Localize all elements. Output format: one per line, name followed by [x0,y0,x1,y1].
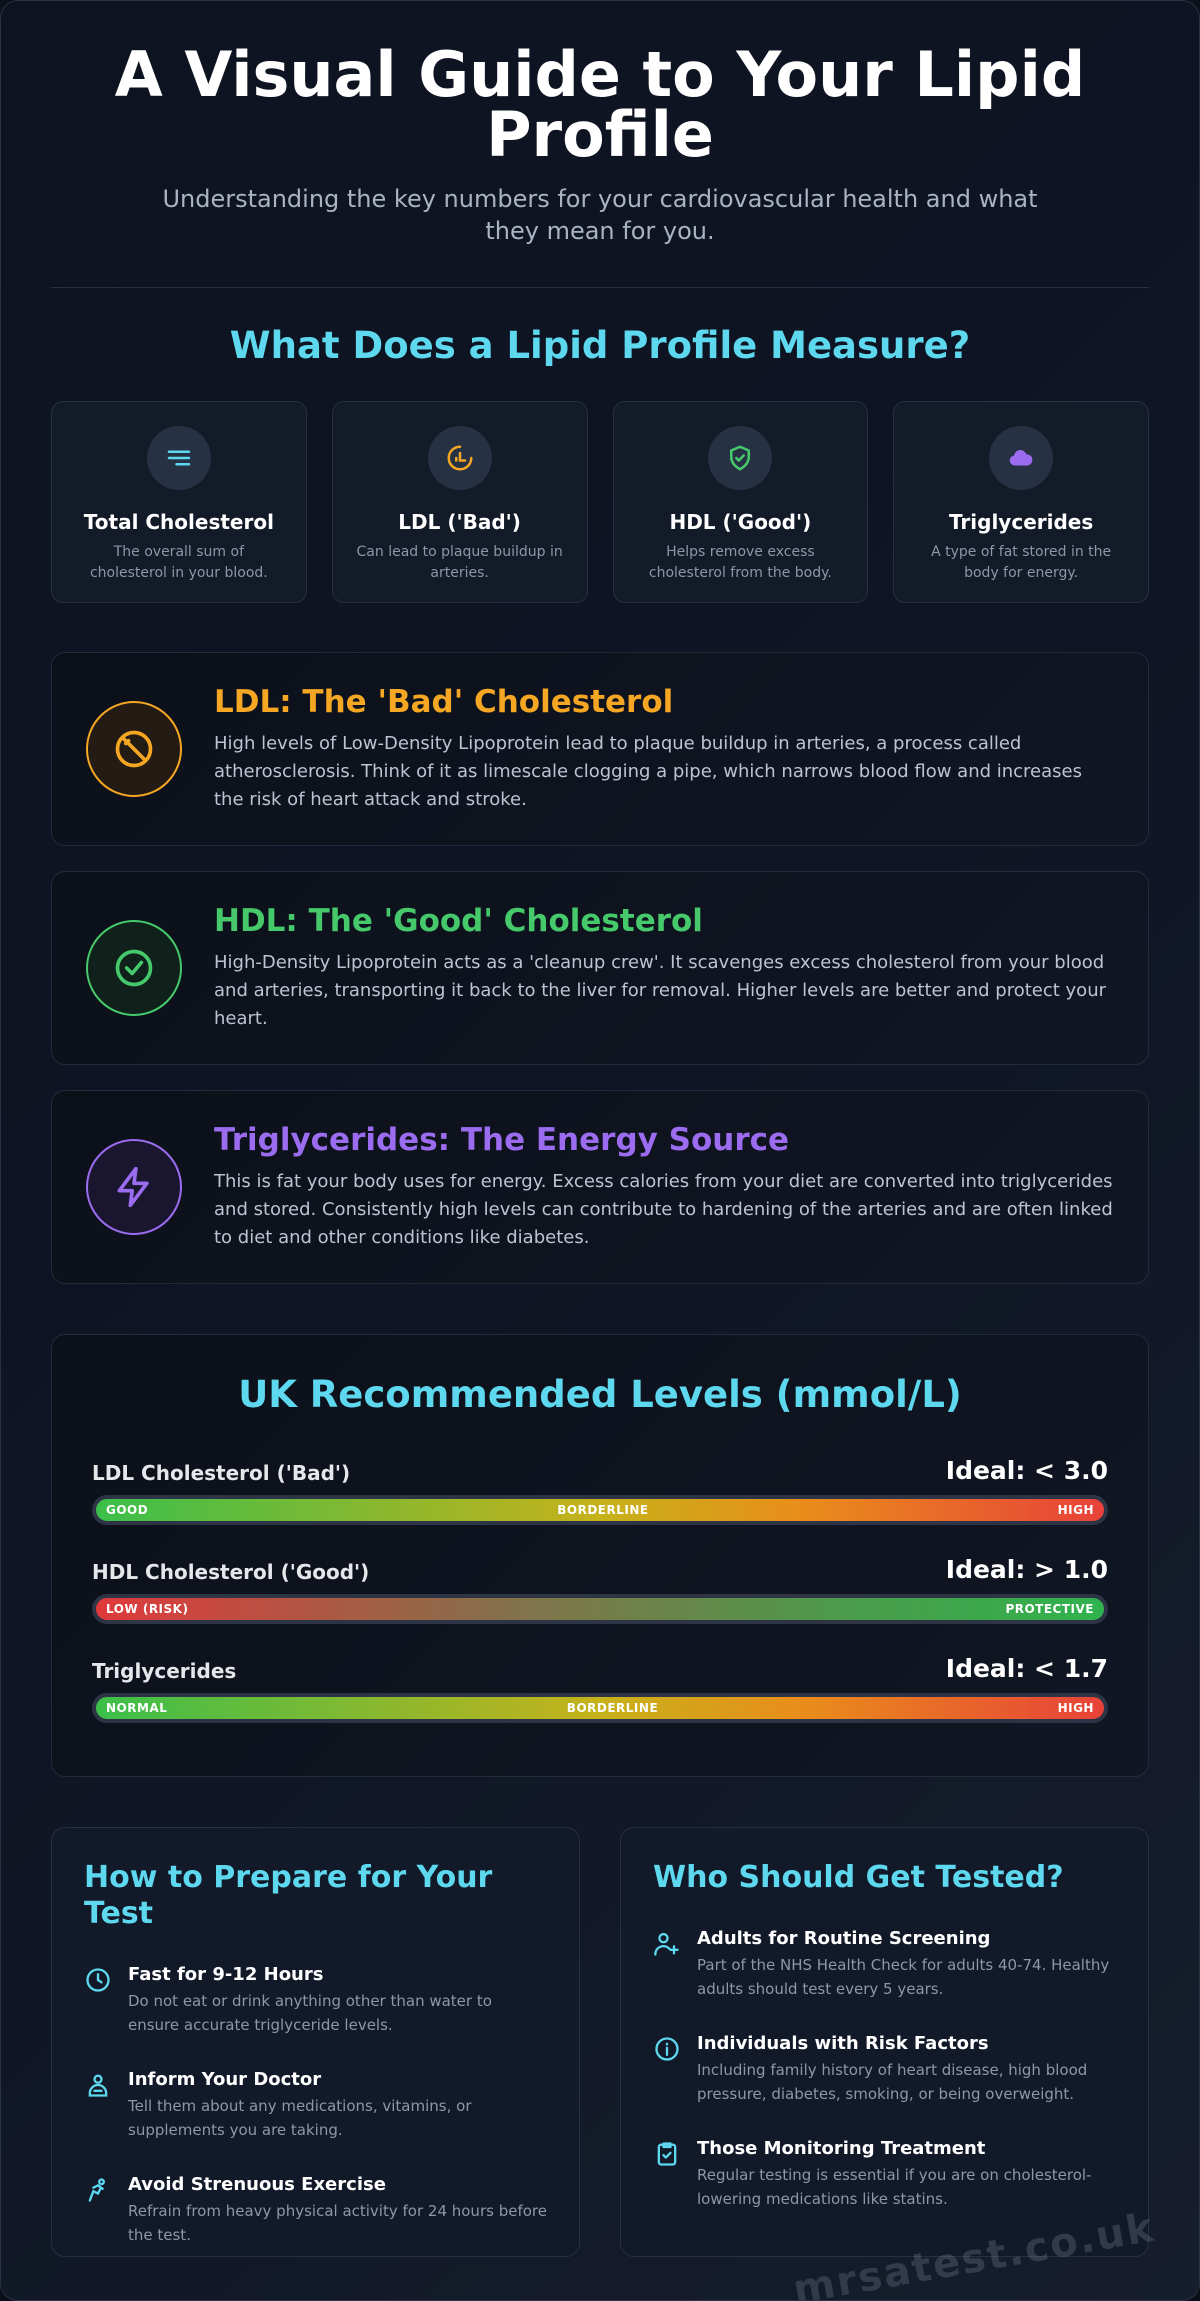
bar-label-left: NORMAL [106,1701,168,1715]
item-text: Regular testing is essential if you are … [697,2166,1092,2208]
item-title: Individuals with Risk Factors [697,2033,989,2054]
card-title: Triglycerides [948,510,1094,534]
item-title: Fast for 9-12 Hours [128,1964,324,1985]
bar-label-right: PROTECTIVE [1005,1602,1094,1616]
item-title: Those Monitoring Treatment [697,2138,986,2159]
divider [51,287,1149,288]
card-desc: The overall sum of cholesterol in your b… [89,544,268,581]
item-text: Do not eat or drink anything other than … [128,1992,492,2034]
item-text: Refrain from heavy physical activity for… [128,2202,547,2244]
info-icon [655,2037,679,2061]
card-title: Total Cholesterol [83,510,274,534]
feature-title: LDL: The 'Bad' Cholesterol [214,684,674,720]
card-desc: Helps remove excess cholesterol from the… [648,544,832,581]
list-item: Inform Your Doctor Tell them about any m… [84,2069,547,2142]
bar-label-left: GOOD [106,1503,149,1517]
level-hdl: HDL Cholesterol ('Good') Ideal: > 1.0 LO… [92,1555,1108,1624]
bar-label-right: HIGH [1057,1503,1094,1517]
blocked-icon [86,701,182,797]
item-title: Adults for Routine Screening [697,1928,991,1949]
level-ideal: Ideal: < 3.0 [945,1456,1108,1485]
clipboard-check-icon [657,2142,677,2166]
list-item: Adults for Routine Screening Part of the… [653,1928,1116,2001]
item-text: Including family history of heart diseas… [697,2061,1088,2103]
level-name: LDL Cholesterol ('Bad') [92,1461,351,1485]
card-title: LDL ('Bad') [398,510,521,534]
cloud-icon [989,426,1054,490]
level-name: HDL Cholesterol ('Good') [92,1560,370,1584]
feature-title: HDL: The 'Good' Cholesterol [214,903,703,939]
item-title: Inform Your Doctor [128,2069,322,2090]
recommended-levels: UK Recommended Levels (mmol/L) LDL Chole… [51,1334,1149,1777]
exercise-icon [88,2178,105,2202]
card-triglycerides: Triglycerides A type of fat stored in th… [893,401,1149,603]
header: A Visual Guide to Your Lipid Profile Und… [1,1,1199,247]
card-total-cholesterol: Total Cholesterol The overall sum of cho… [51,401,307,603]
panel-title: How to Prepare for Your Test [84,1860,493,1931]
list-lines-icon [146,426,211,490]
feature-triglycerides: Triglycerides: The Energy Source This is… [51,1090,1149,1284]
feature-text: High levels of Low-Density Lipoprotein l… [214,733,1082,810]
levels-heading: UK Recommended Levels (mmol/L) [238,1373,962,1416]
lightning-icon [86,1139,182,1235]
list-item: Fast for 9-12 Hours Do not eat or drink … [84,1964,547,2037]
list-item: Individuals with Risk Factors Including … [653,2033,1116,2106]
bottom-panels: How to Prepare for Your Test Fast for 9-… [51,1827,1149,2257]
feature-text: This is fat your body uses for energy. E… [214,1171,1113,1248]
card-desc: A type of fat stored in the body for ene… [931,544,1112,581]
level-ldl: LDL Cholesterol ('Bad') Ideal: < 3.0 GOO… [92,1456,1108,1525]
check-circle-icon [86,920,182,1016]
add-user-icon [654,1932,679,1956]
level-ideal: Ideal: < 1.7 [945,1654,1108,1683]
clogged-artery-icon [427,426,492,490]
clock-icon [86,1968,110,1992]
level-ideal: Ideal: > 1.0 [945,1555,1108,1584]
level-name: Triglycerides [92,1659,237,1683]
shield-check-icon [708,426,773,490]
page-title: A Visual Guide to Your Lipid Profile [114,38,1086,171]
item-title: Avoid Strenuous Exercise [128,2174,386,2195]
doctor-icon [88,2074,108,2097]
bar-label-mid: BORDERLINE [566,1701,659,1715]
list-item: Avoid Strenuous Exercise Refrain from he… [84,2174,547,2247]
page-subtitle: Understanding the key numbers for your c… [162,185,1038,245]
bar-label-right: HIGH [1057,1701,1094,1715]
list-item: Those Monitoring Treatment Regular testi… [653,2138,1116,2211]
level-bar: GOOD BORDERLINE HIGH [92,1495,1108,1525]
card-desc: Can lead to plaque buildup in arteries. [356,544,563,581]
who-tested-panel: Who Should Get Tested? Adults for Routin… [620,1827,1149,2257]
prepare-panel: How to Prepare for Your Test Fast for 9-… [51,1827,580,2257]
card-title: HDL ('Good') [669,510,812,534]
feature-ldl: LDL: The 'Bad' Cholesterol High levels o… [51,652,1149,846]
panel-title: Who Should Get Tested? [653,1860,1064,1895]
feature-title: Triglycerides: The Energy Source [214,1122,790,1158]
measure-heading: What Does a Lipid Profile Measure? [229,324,971,367]
item-text: Tell them about any medications, vitamin… [128,2097,472,2139]
measure-cards: Total Cholesterol The overall sum of cho… [51,401,1149,603]
feature-text: High-Density Lipoprotein acts as a 'clea… [214,952,1107,1029]
bar-label-mid: BORDERLINE [557,1503,649,1517]
card-hdl: HDL ('Good') Helps remove excess cholest… [612,401,869,603]
level-triglycerides: Triglycerides Ideal: < 1.7 NORMAL BORDER… [92,1654,1108,1723]
level-bar: NORMAL BORDERLINE HIGH [92,1693,1108,1723]
item-text: Part of the NHS Health Check for adults … [697,1956,1110,1998]
level-bar: LOW (RISK) PROTECTIVE [92,1594,1108,1624]
card-ldl: LDL ('Bad') Can lead to plaque buildup i… [331,401,588,603]
bar-label-left: LOW (RISK) [106,1602,189,1616]
feature-hdl: HDL: The 'Good' Cholesterol High-Density… [51,871,1149,1065]
